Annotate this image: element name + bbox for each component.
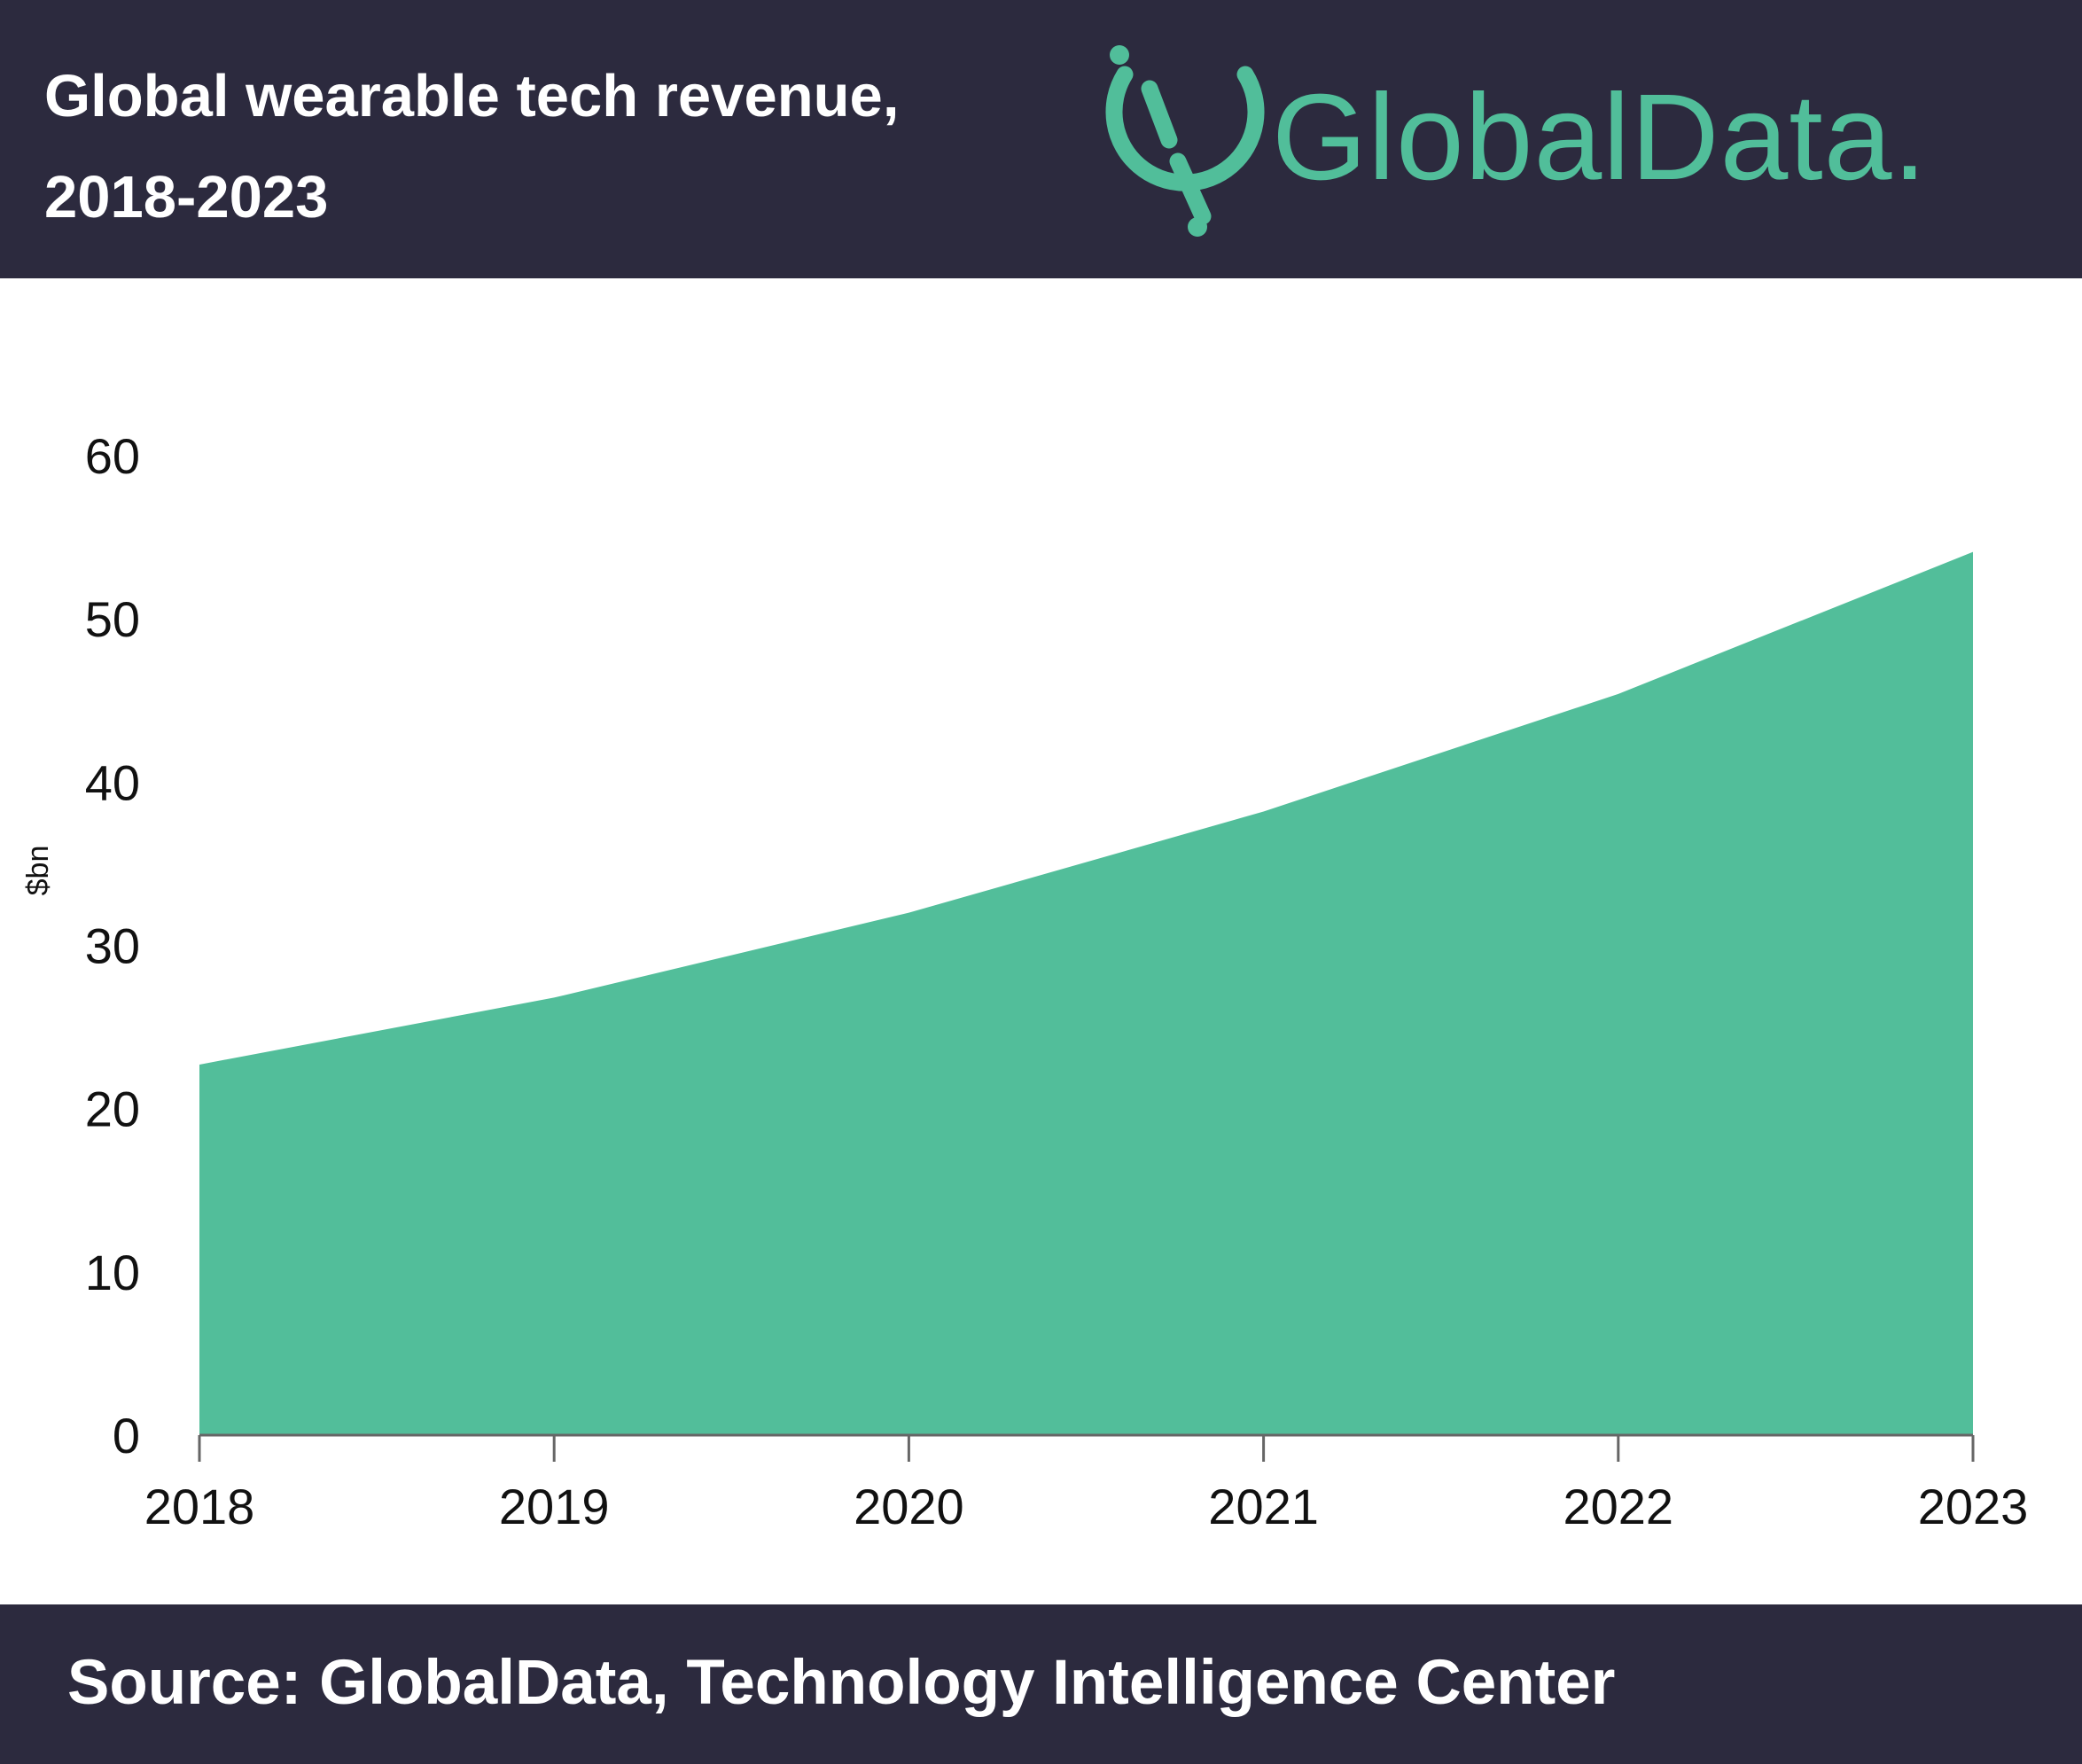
y-tick-label: 50 bbox=[85, 591, 140, 647]
globaldata-logo-icon bbox=[1105, 45, 1265, 237]
y-tick-label: 40 bbox=[85, 754, 140, 810]
chart-header: Global wearable tech revenue, 2018-2023 … bbox=[0, 0, 2082, 278]
area-chart: 2018 2019 2020 2021 2022 2023 0 10 20 30 40 50 60 $bn bbox=[21, 428, 2029, 1534]
y-tick-label: 30 bbox=[85, 918, 140, 974]
x-tick-label: 2018 bbox=[144, 1479, 255, 1534]
globaldata-logo: GlobalData. bbox=[1077, 39, 2052, 252]
chart-title: Global wearable tech revenue, 2018-2023 bbox=[44, 63, 900, 230]
y-tick-label: 20 bbox=[85, 1081, 140, 1137]
y-axis-label: $bn bbox=[21, 846, 55, 896]
x-tick-label: 2019 bbox=[499, 1479, 610, 1534]
y-tick-label: 0 bbox=[113, 1408, 140, 1463]
chart-area: 2018 2019 2020 2021 2022 2023 0 10 20 30 40 50 60 $bn bbox=[0, 278, 2082, 1604]
y-tick-label: 60 bbox=[85, 428, 140, 484]
x-tick-label: 2023 bbox=[1918, 1479, 2029, 1534]
x-tick-label: 2021 bbox=[1208, 1479, 1319, 1534]
y-tick-label: 10 bbox=[85, 1245, 140, 1300]
x-tick-label: 2020 bbox=[854, 1479, 964, 1534]
chart-footer: Source: GlobalData, Technology Intellige… bbox=[0, 1604, 2082, 1764]
x-tick-label: 2022 bbox=[1563, 1479, 1674, 1534]
source-note: Source: GlobalData, Technology Intellige… bbox=[67, 1648, 1616, 1718]
logo-wordmark: GlobalData. bbox=[1272, 69, 1928, 206]
series-area bbox=[199, 551, 1973, 1435]
